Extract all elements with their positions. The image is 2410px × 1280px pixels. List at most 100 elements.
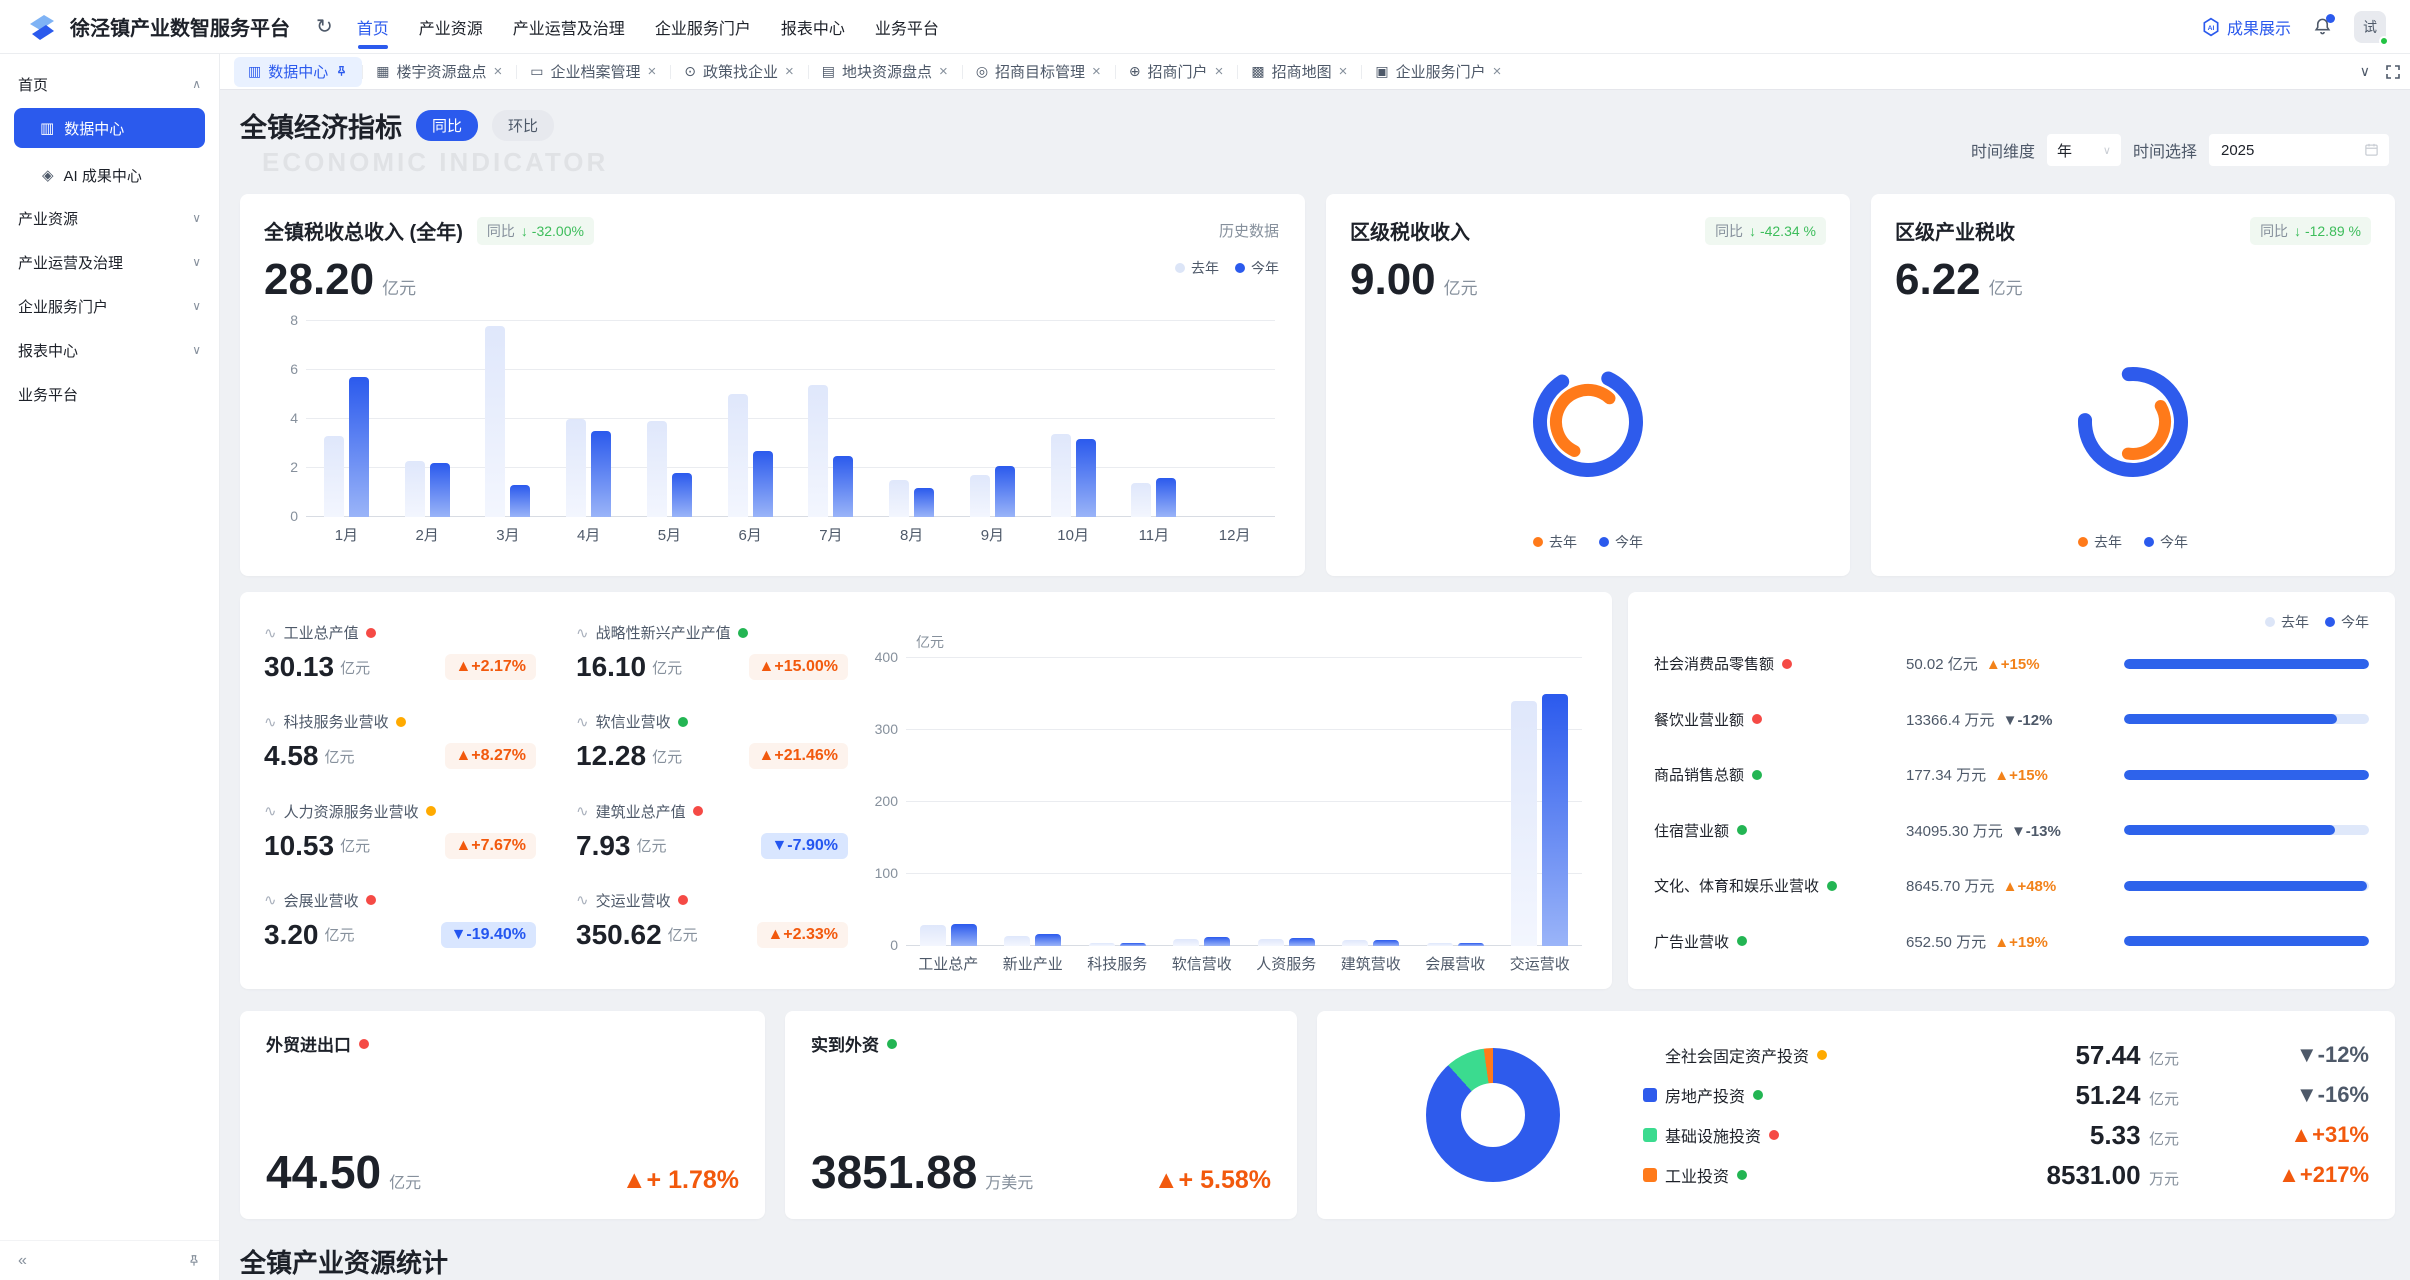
sidebar-menu: 首页 ∧ ▥ 数据中心 ◈ AI 成果中心 产业资源 ∨ 产业运营及治理 ∨ 企 (0, 54, 219, 1240)
tab[interactable]: ▥ 数据中心 (234, 56, 363, 87)
tab-close-icon[interactable]: × (647, 63, 657, 80)
mom-toggle[interactable]: 环比 (492, 110, 555, 141)
fullscreen-icon[interactable] (2386, 64, 2400, 79)
metric-cell: ∿ 工业总产值 30.13 亿元 ▲+2.17% (264, 612, 552, 701)
tab[interactable]: ▤ 地块资源盘点 × (807, 57, 962, 87)
donut-hole (1461, 1083, 1525, 1147)
pin-sidebar-icon[interactable] (187, 1254, 201, 1268)
year-input[interactable] (2209, 134, 2389, 166)
bar-group: 建筑营收 (1329, 658, 1414, 973)
notifications-bell-icon[interactable] (2313, 14, 2335, 36)
tab[interactable]: ⊙ 政策找企业 × (670, 57, 808, 87)
tab-close-icon[interactable]: × (1492, 63, 1502, 80)
top-menu-item[interactable]: 产业资源 (418, 20, 483, 38)
tab-pin-icon[interactable] (335, 65, 348, 78)
district-tax-title: 区级税收收入 (1350, 222, 1470, 244)
platform-logo-icon (30, 14, 54, 40)
tab[interactable]: ⊕ 招商门户 × (1114, 57, 1238, 87)
last-year-dot (2265, 617, 2275, 627)
results-showcase-link[interactable]: AI 成果展示 (2201, 15, 2291, 39)
progress-bar (2124, 825, 2369, 836)
tab[interactable]: ▭ 企业档案管理 × (516, 57, 670, 87)
y-axis-unit-label: 亿元 (916, 634, 944, 650)
trend-line-icon: ∿ (576, 624, 589, 642)
metric-change-badge: ▲+7.67% (445, 832, 536, 859)
sidebar-item[interactable]: 首页 ∧ (0, 62, 219, 106)
history-data-link[interactable]: 历史数据 (1218, 223, 1279, 240)
industry-tax-card: 区级产业税收 同比 ↓ -12.89 % 6.22 亿元 (1871, 194, 2395, 576)
sidebar-item[interactable]: ▥ 数据中心 (14, 108, 205, 148)
top-menu-item[interactable]: 报表中心 (780, 20, 845, 38)
consumption-change: ▲+15% (1985, 656, 2040, 674)
tab-close-icon[interactable]: × (939, 63, 948, 80)
tab-close-icon[interactable]: × (493, 63, 503, 80)
metric-unit: 亿元 (667, 927, 698, 945)
status-dot (1737, 936, 1748, 947)
bar-group: 12月 (1218, 527, 1251, 544)
tab-close-icon[interactable]: × (1214, 63, 1224, 80)
tab[interactable]: ◎ 招商目标管理 × (961, 57, 1115, 87)
yoy-toggle[interactable]: 同比 (416, 110, 479, 141)
tab[interactable]: ▣ 企业服务门户 × (1361, 57, 1515, 87)
metric-cell: ∿ 战略性新兴产业产值 16.10 亿元 ▲+15.00% (576, 612, 864, 701)
tabs-dropdown-icon[interactable]: ∨ (2359, 63, 2370, 79)
total-tax-unit: 亿元 (382, 279, 417, 298)
status-dot (425, 806, 436, 816)
tab-close-icon[interactable]: × (785, 63, 794, 80)
tab-close-icon[interactable]: × (1338, 63, 1348, 80)
refresh-icon[interactable]: ↻ (316, 16, 333, 38)
progress-fill (2124, 714, 2338, 725)
trend-line-icon: ∿ (576, 713, 589, 731)
sidebar-item[interactable]: 报表中心 ∨ (0, 328, 219, 372)
ring-legend: 去年 今年 (1350, 532, 1826, 554)
metric-unit: 亿元 (324, 927, 355, 945)
metric-label: 建筑业总产值 (595, 803, 686, 821)
user-avatar[interactable]: 试 (2354, 10, 2389, 46)
bar-group: 新业产业 (991, 658, 1076, 973)
metric-label: 人力资源服务业营收 (283, 803, 419, 821)
top-menu-item[interactable]: 首页 (357, 0, 389, 53)
top-menu-item[interactable]: 业务平台 (874, 20, 939, 38)
tab-label: 招商目标管理 (995, 64, 1086, 81)
total-tax-card: 全镇税收总收入 (全年) 同比 ↓ -32.00% 历史数据 28.20 亿元 … (240, 194, 1305, 576)
time-dimension-select[interactable]: 年 ∨ (2046, 134, 2121, 166)
investment-row: 房地产投资 51.24 亿元 ▼-16% (1643, 1080, 2369, 1111)
sidebar-item-icon: ▥ (40, 120, 55, 137)
tab-icon: ▣ (1375, 63, 1389, 79)
chevron-icon: ∨ (192, 255, 201, 269)
tab-icon: ▩ (1251, 63, 1265, 79)
district-tax-ring-chart (1350, 311, 1826, 532)
collapse-sidebar-icon[interactable]: « (18, 1251, 27, 1269)
metric-label: 交运业营收 (595, 892, 671, 910)
sidebar-item[interactable]: 产业运营及治理 ∨ (0, 240, 219, 284)
top-menu-item[interactable]: 企业服务门户 (654, 20, 751, 38)
sidebar-item-label: 产业运营及治理 (18, 254, 124, 272)
metric-change-badge: ▲+2.33% (757, 921, 848, 948)
consumption-card: 去年 今年 社会消费品零售额 50.02 亿元 ▲+15% (1628, 592, 2395, 989)
metric-value: 30.13 (264, 651, 335, 682)
metric-label: 会展业营收 (283, 892, 359, 910)
progress-bar (2124, 714, 2369, 725)
investment-change: ▼-16% (2295, 1082, 2369, 1107)
sidebar-item[interactable]: ◈ AI 成果中心 (0, 154, 219, 196)
status-dot (1752, 714, 1763, 725)
top-menu-item[interactable]: 产业运营及治理 (512, 20, 625, 38)
consumption-label: 文化、体育和娱乐业营收 (1654, 878, 1820, 896)
sidebar-item[interactable]: 产业资源 ∨ (0, 196, 219, 240)
bar-group: 2月 (387, 321, 468, 544)
district-tax-card: 区级税收收入 同比 ↓ -42.34 % 9.00 亿元 (1326, 194, 1850, 576)
this-year-dot (2325, 617, 2335, 627)
progress-bar (2124, 769, 2369, 780)
progress-bar (2124, 936, 2369, 947)
sidebar-item[interactable]: 业务平台 (0, 372, 219, 416)
tab-bar: ▥ 数据中心 ▦ 楼宇资源盘点 × ▭ 企业档案管理 × (220, 54, 2410, 90)
tab-icon: ⊕ (1128, 63, 1141, 79)
tab[interactable]: ▩ 招商地图 × (1237, 57, 1361, 87)
yoy-badge: 同比 ↓ -12.89 % (2250, 216, 2371, 245)
sidebar-item[interactable]: 企业服务门户 ∨ (0, 284, 219, 328)
tab[interactable]: ▦ 楼宇资源盘点 × (362, 57, 516, 87)
tab-close-icon[interactable]: × (1092, 63, 1101, 80)
tab-icon: ⊙ (684, 63, 697, 79)
investment-unit: 万元 (2148, 1170, 2179, 1188)
tab-icon: ◎ (975, 63, 989, 79)
